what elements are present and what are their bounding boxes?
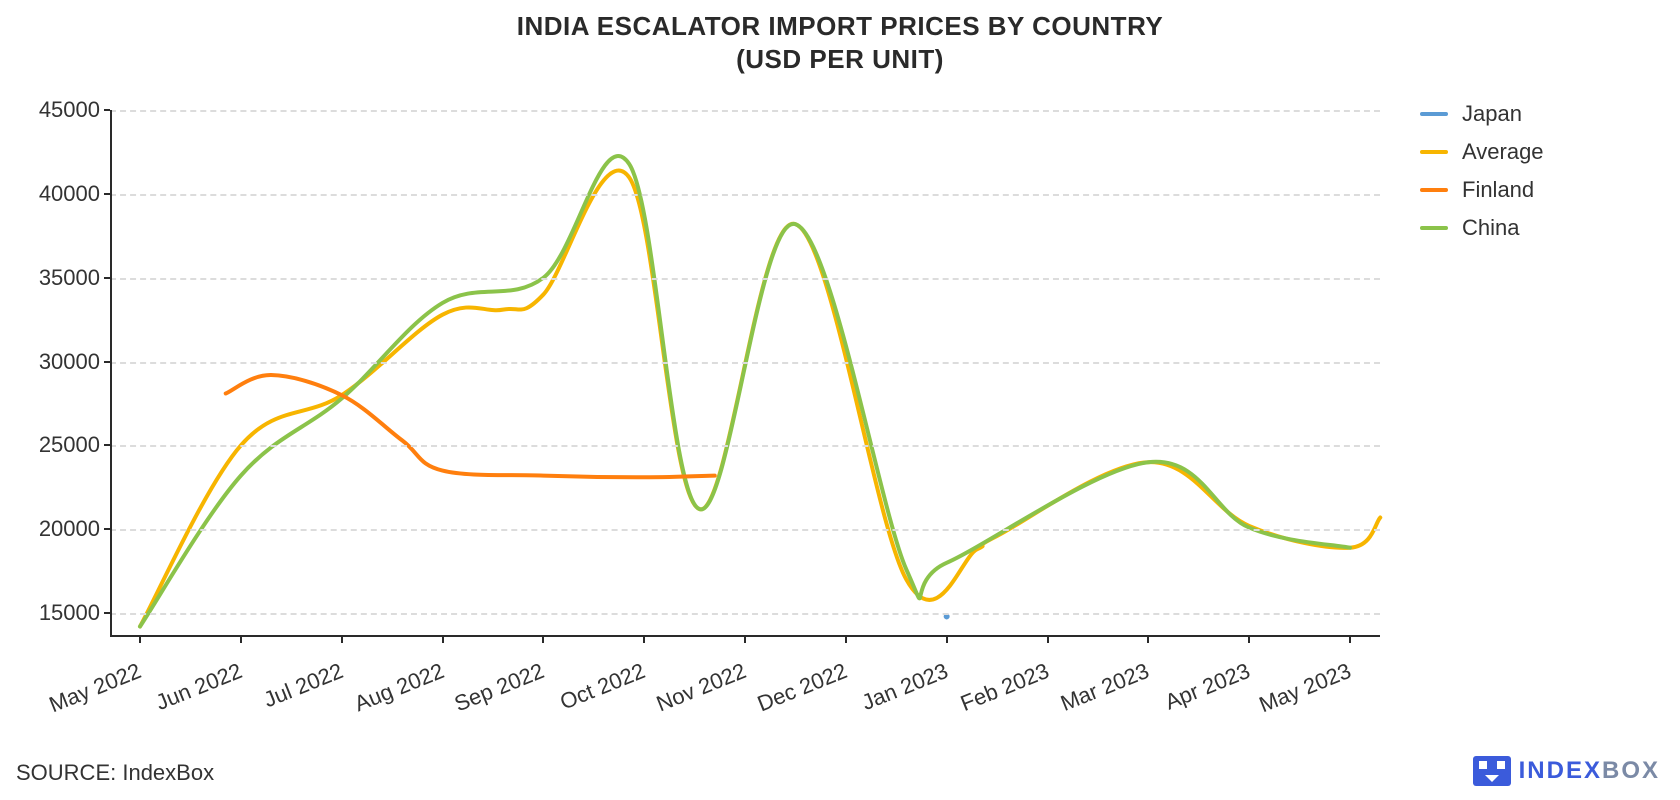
logo-text-index: INDEX <box>1519 757 1602 784</box>
legend-item-japan: Japan <box>1420 100 1544 128</box>
y-axis-label: 35000 <box>10 265 100 291</box>
x-tick <box>946 635 948 643</box>
legend-swatch <box>1420 112 1448 116</box>
x-tick <box>240 635 242 643</box>
y-axis-label: 30000 <box>10 349 100 375</box>
title-line-2: (USD PER UNIT) <box>736 44 944 74</box>
chart-title: INDIA ESCALATOR IMPORT PRICES BY COUNTRY… <box>0 10 1680 75</box>
x-tick <box>1248 635 1250 643</box>
x-tick <box>1047 635 1049 643</box>
grid-line <box>110 194 1380 196</box>
x-tick <box>341 635 343 643</box>
y-axis-label: 45000 <box>10 97 100 123</box>
brand-logo: INDEXBOX <box>1473 756 1660 786</box>
logo-text-box: BOX <box>1602 757 1660 784</box>
legend-item-average: Average <box>1420 138 1544 166</box>
logo-icon <box>1473 756 1511 786</box>
grid-line <box>110 613 1380 615</box>
source-label: SOURCE: IndexBox <box>16 760 214 786</box>
y-axis-label: 25000 <box>10 432 100 458</box>
grid-line <box>110 278 1380 280</box>
grid-line <box>110 529 1380 531</box>
x-tick <box>139 635 141 643</box>
series-china-line <box>140 156 1350 626</box>
y-axis-label: 40000 <box>10 181 100 207</box>
grid-line <box>110 110 1380 112</box>
x-tick <box>845 635 847 643</box>
legend-label: Japan <box>1462 101 1522 127</box>
x-tick <box>744 635 746 643</box>
grid-line <box>110 445 1380 447</box>
x-tick <box>1147 635 1149 643</box>
x-tick <box>1349 635 1351 643</box>
logo-text: INDEXBOX <box>1519 757 1660 785</box>
legend-swatch <box>1420 226 1448 230</box>
legend: Japan Average Finland China <box>1420 100 1544 252</box>
legend-label: China <box>1462 215 1519 241</box>
y-axis-label: 15000 <box>10 600 100 626</box>
series-average-line <box>140 171 1380 627</box>
legend-swatch <box>1420 150 1448 154</box>
legend-item-china: China <box>1420 214 1544 242</box>
grid-line <box>110 362 1380 364</box>
plot-area <box>110 85 1380 655</box>
x-tick <box>542 635 544 643</box>
legend-swatch <box>1420 188 1448 192</box>
legend-label: Average <box>1462 139 1544 165</box>
legend-label: Finland <box>1462 177 1534 203</box>
title-line-1: INDIA ESCALATOR IMPORT PRICES BY COUNTRY <box>517 11 1163 41</box>
y-axis-label: 20000 <box>10 516 100 542</box>
x-tick <box>442 635 444 643</box>
y-axis-line <box>110 110 112 635</box>
x-tick <box>643 635 645 643</box>
legend-item-finland: Finland <box>1420 176 1544 204</box>
chart-svg <box>110 85 1380 655</box>
